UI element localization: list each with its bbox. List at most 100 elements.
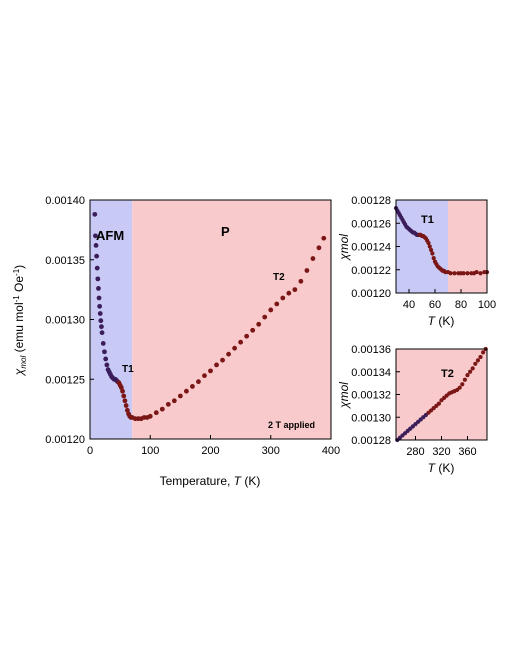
data-point [481,350,486,355]
data-point [159,406,165,412]
inset1-p-region [448,200,487,293]
main-x-axis-label: Temperature, T (K) [160,474,261,488]
y-tick-label: 0.00128 [351,195,391,207]
data-point [165,401,171,407]
main-ticks: 0 100 200 300 400 0.00120 0.00125 0.00130 0.0013… [45,195,340,457]
data-point [465,271,470,276]
y-tick-label: 0.00120 [45,434,85,446]
data-point [94,253,100,259]
x-tick-label: 100 [478,299,496,311]
data-point [452,271,457,276]
inset-chart-t1: 40 60 80 100 0.00120 0.00122 0.00124 0.00126 0.0… [337,195,496,328]
data-point [99,324,104,330]
data-point [473,361,478,366]
data-point [262,314,268,320]
data-point [426,240,431,246]
data-point [461,271,466,276]
main-annotation-field: 2 T applied [268,420,315,430]
data-point [103,356,109,362]
data-point [97,311,103,316]
main-annotation-t1: T1 [122,364,134,375]
data-point [232,345,238,351]
data-point [465,373,470,378]
x-tick-label: 360 [458,446,476,458]
data-point [98,318,104,324]
main-chart: 0 100 200 300 400 0.00120 0.00125 0.00130 0.0013… [12,195,340,488]
data-point [431,256,436,261]
data-point [298,278,304,284]
y-tick-label: 0.00122 [351,265,391,277]
main-y-axis-label: χmol (emu mol-1 Oe-1) [12,265,28,376]
x-tick-label: 200 [201,445,219,457]
data-point [474,269,479,275]
data-point [196,379,201,385]
data-point [280,295,286,301]
data-point [190,384,195,389]
data-point [321,235,327,241]
data-point [153,410,159,416]
data-point [468,369,473,374]
data-point [177,393,183,399]
y-tick-label: 0.00132 [351,390,391,402]
data-point [100,341,106,346]
inset1-afm-region [396,200,448,293]
data-point [256,321,262,327]
y-tick-label: 0.00124 [351,242,391,254]
data-point [123,403,129,408]
inset1-y-axis-label: χmol [337,234,351,261]
x-tick-label: 300 [262,445,280,457]
data-point [478,354,483,360]
x-tick-label: 0 [87,445,93,457]
data-point [171,398,177,404]
data-point [96,295,102,301]
y-tick-label: 0.00130 [351,412,391,424]
data-point [220,357,225,363]
data-point [122,398,128,404]
inset2-annotation-t2: T2 [441,368,454,380]
x-tick-label: 80 [455,299,467,311]
main-region-label-afm: AFM [96,228,124,243]
inset2-p-region [396,349,487,440]
data-point [214,362,219,368]
y-tick-label: 0.00134 [351,367,391,379]
x-tick-label: 400 [322,445,340,457]
data-point [475,358,480,363]
data-point [448,271,453,276]
y-tick-label: 0.00140 [45,195,85,207]
inset-chart-t2: 280 320 360 0.00128 0.00130 0.00132 0.00134 0.0… [337,344,488,475]
data-point [274,301,280,307]
data-point [120,388,125,394]
x-tick-label: 60 [429,299,441,311]
x-tick-label: 280 [406,446,424,458]
data-point [238,339,244,345]
y-tick-label: 0.00136 [351,344,391,356]
data-point [97,303,103,309]
y-tick-label: 0.00130 [45,315,85,327]
inset1-data-points [393,206,490,276]
y-tick-label: 0.00125 [45,374,85,386]
data-point [184,388,189,394]
inset1-ticks: 40 60 80 100 0.00120 0.00122 0.00124 0.00126 0.0… [351,195,496,311]
x-tick-label: 100 [141,445,159,457]
data-point [457,385,462,390]
x-tick-label: 320 [432,446,450,458]
data-point [460,382,465,387]
inset2-x-axis-label: T (K) [428,461,455,475]
data-point [462,377,467,382]
data-point [121,393,127,399]
data-point [244,333,250,339]
data-point [99,330,105,336]
data-point [226,351,231,357]
data-point [310,256,316,261]
data-point [94,265,100,271]
y-tick-label: 0.00135 [45,255,85,267]
data-point [93,233,98,239]
main-region-label-p: P [221,224,230,239]
data-point [286,290,292,296]
data-point [208,368,213,374]
p-region [132,200,331,439]
data-point [316,245,322,251]
data-point [102,349,107,355]
inset1-x-axis-label: T (K) [428,314,455,328]
